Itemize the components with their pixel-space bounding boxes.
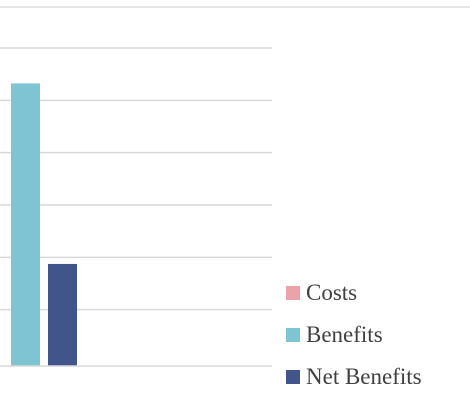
- gridlines: [0, 47, 272, 311]
- bar-net-benefits: [48, 263, 77, 366]
- legend-item-benefits: Benefits: [286, 320, 422, 350]
- chart-top-border: [0, 6, 470, 8]
- legend-item-costs: Costs: [286, 278, 422, 308]
- legend-label-costs: Costs: [306, 280, 358, 305]
- legend-label-net-benefits: Net Benefits: [306, 364, 422, 389]
- legend-swatch-benefits: [286, 328, 300, 342]
- legend: Costs Benefits Net Benefits: [286, 278, 422, 404]
- bar-chart-plot: [0, 47, 272, 367]
- bar-benefits: [11, 83, 40, 367]
- legend-item-net-benefits: Net Benefits: [286, 362, 422, 392]
- bar-group: [11, 83, 77, 367]
- legend-swatch-costs: [286, 286, 300, 300]
- legend-label-benefits: Benefits: [306, 322, 383, 347]
- legend-swatch-net-benefits: [286, 370, 300, 384]
